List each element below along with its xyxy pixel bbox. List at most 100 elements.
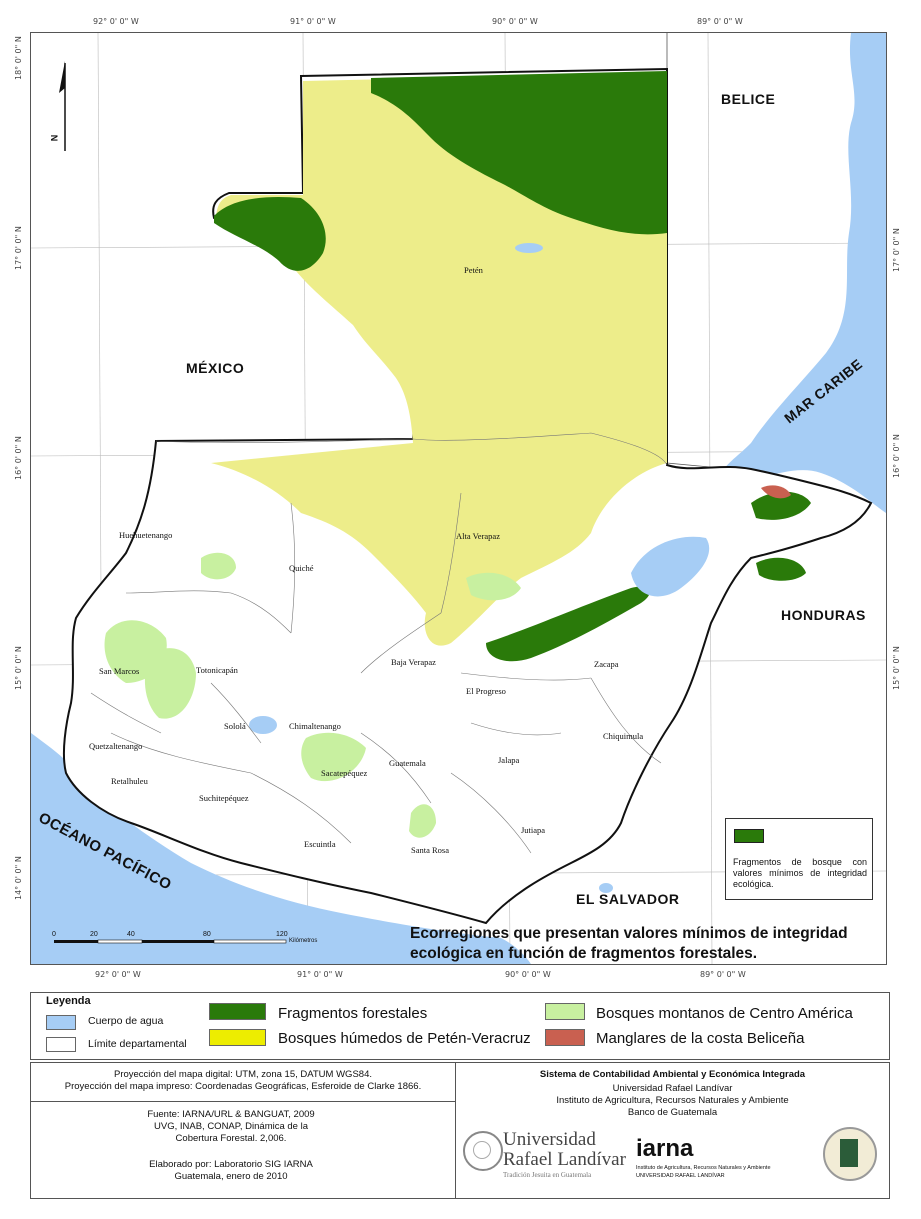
made-line1: Elaborado por: Laboratorio SIG IARNA <box>149 1159 313 1170</box>
legend-swatch-montane <box>545 1003 585 1020</box>
iarna-logo: iarna <box>636 1135 694 1162</box>
forest-sierra-minas <box>486 586 650 662</box>
coord-top-91: 91° 0' 0" W <box>290 17 336 26</box>
dept-zacapa: Zacapa <box>594 659 619 669</box>
dept-guatemala: Guatemala <box>389 758 426 768</box>
dept-quiche: Quiché <box>289 563 314 573</box>
forest-izabal <box>751 491 811 520</box>
iarna-sub2: UNIVERSIDAD RAFAEL LANDÍVAR <box>636 1173 725 1179</box>
north-arrow <box>59 61 66 151</box>
dept-chimaltenango: Chimaltenango <box>289 721 341 731</box>
map-title-line2: ecológica en función de fragmentos fores… <box>410 945 758 962</box>
coord-left-14: 14° 0' 0" N <box>14 856 23 900</box>
lake-peten-itza <box>515 243 543 253</box>
projection-line1: Proyección del mapa digital: UTM, zona 1… <box>113 1069 372 1080</box>
coord-bottom-89: 89° 0' 0" W <box>700 970 746 979</box>
system-title: Sistema de Contabilidad Ambiental y Econ… <box>539 1069 806 1080</box>
legend-label-humid: Bosques húmedos de Petén-Veracruz <box>278 1030 531 1047</box>
source-line3: Cobertura Forestal. 2,006. <box>175 1133 287 1144</box>
inset-legend-swatch <box>734 829 764 843</box>
coord-right-16: 16° 0' 0" N <box>892 434 901 478</box>
dept-chiquimula: Chiquimula <box>603 731 644 741</box>
legend-swatch-mangrove <box>545 1029 585 1046</box>
coord-left-15: 15° 0' 0" N <box>14 646 23 690</box>
coord-left-17: 17° 0' 0" N <box>14 226 23 270</box>
coord-top-92: 92° 0' 0" W <box>93 17 139 26</box>
coord-top-90: 90° 0' 0" W <box>492 17 538 26</box>
institution-2: Instituto de Agricultura, Recursos Natur… <box>556 1095 789 1106</box>
dept-el-progreso: El Progreso <box>466 686 506 696</box>
montane-santa-rosa <box>409 804 436 838</box>
scale-tick-120: 120 <box>276 931 288 938</box>
coord-left-16: 16° 0' 0" N <box>14 436 23 480</box>
dept-retalhuleu: Retalhuleu <box>111 776 148 786</box>
montane-huehue <box>201 552 236 580</box>
coord-right-15: 15° 0' 0" N <box>892 646 901 690</box>
url-seal-icon <box>463 1131 503 1171</box>
map-frame: N BELICE MÉXICO HONDURAS EL SALVADOR MAR… <box>30 32 887 965</box>
dept-alta-verapaz: Alta Verapaz <box>456 531 500 541</box>
iarna-sub1: Instituto de Agricultura, Recursos Natur… <box>636 1165 771 1171</box>
dept-sacatepequez: Sacatepéquez <box>321 768 368 778</box>
caribbean-sea <box>722 33 886 513</box>
coord-bottom-90: 90° 0' 0" W <box>505 970 551 979</box>
label-el-salvador: EL SALVADOR <box>576 891 680 907</box>
forest-west-peten <box>214 196 326 271</box>
label-honduras: HONDURAS <box>781 607 866 623</box>
made-line2: Guatemala, enero de 2010 <box>174 1171 288 1182</box>
map-title: Ecorregiones que presentan valores mínim… <box>410 924 880 964</box>
dept-baja-verapaz: Baja Verapaz <box>391 657 436 667</box>
legend-label-forest: Fragmentos forestales <box>278 1005 428 1022</box>
info-divider-v <box>455 1063 456 1198</box>
lake-atitlan <box>249 716 277 734</box>
montane-chimal <box>301 732 366 782</box>
coord-left-18: 18° 0' 0" N <box>14 36 23 80</box>
lake-guija <box>599 883 613 893</box>
institution-3: Banco de Guatemala <box>627 1107 718 1118</box>
dept-solola: Sololá <box>224 721 246 731</box>
legend-swatch-forest <box>209 1003 266 1020</box>
scale-tick-20: 20 <box>90 931 98 938</box>
scale-bar <box>54 939 287 944</box>
pacific-ocean <box>31 733 531 964</box>
coord-bottom-92: 92° 0' 0" W <box>95 970 141 979</box>
projection-line2: Proyección del mapa impreso: Coordenadas… <box>64 1081 422 1092</box>
dept-jutiapa: Jutiapa <box>521 825 546 835</box>
forest-izabal-2 <box>756 557 806 581</box>
inset-legend-text: Fragmentos de bosque con valores mínimos… <box>733 857 867 889</box>
legend-swatch-dept <box>46 1037 76 1052</box>
coord-right-17: 17° 0' 0" N <box>892 228 901 272</box>
scale-tick-0: 0 <box>52 931 56 938</box>
department-limits <box>90 432 668 854</box>
coord-top-89: 89° 0' 0" W <box>697 17 743 26</box>
dept-santa-rosa: Santa Rosa <box>411 845 450 855</box>
source-line2: UVG, INAB, CONAP, Dinámica de la <box>154 1121 308 1132</box>
dept-huehuetenango: Huehuetenango <box>119 530 173 540</box>
dept-peten: Petén <box>464 265 483 275</box>
label-belice: BELICE <box>721 91 776 107</box>
humid-forest-region <box>211 73 667 646</box>
north-label: N <box>49 134 60 142</box>
banguat-seal-icon <box>823 1127 877 1181</box>
map-title-line1: Ecorregiones que presentan valores mínim… <box>410 925 848 942</box>
map-canvas <box>31 33 886 964</box>
legend-label-montane: Bosques montanos de Centro América <box>596 1005 853 1022</box>
legend-label-dept: Límite departamental <box>88 1038 187 1050</box>
montane-totonicapan <box>144 648 196 719</box>
dept-suchitepequez: Suchitepéquez <box>199 793 249 803</box>
dept-escuintla: Escuintla <box>304 839 336 849</box>
mangroves-coast <box>761 485 791 499</box>
inset-legend: Fragmentos de bosque con valores mínimos… <box>725 818 873 900</box>
source-line1: Fuente: IARNA/URL & BANGUAT, 2009 <box>147 1109 315 1120</box>
lake-izabal <box>631 536 710 597</box>
scale-unit: Kilómetros <box>289 938 318 944</box>
dept-totonicapan: Totonicapán <box>196 665 238 675</box>
legend-swatch-humid <box>209 1029 266 1046</box>
scale-tick-80: 80 <box>203 931 211 938</box>
info-box: Proyección del mapa digital: UTM, zona 1… <box>30 1062 890 1199</box>
dept-san-marcos: San Marcos <box>99 666 140 676</box>
legend-title: Leyenda <box>46 995 91 1007</box>
montane-alta-v <box>466 572 521 601</box>
institution-1: Universidad Rafael Landívar <box>612 1083 733 1094</box>
url-logo-tagline: Tradición Jesuita en Guatemala <box>503 1171 592 1179</box>
